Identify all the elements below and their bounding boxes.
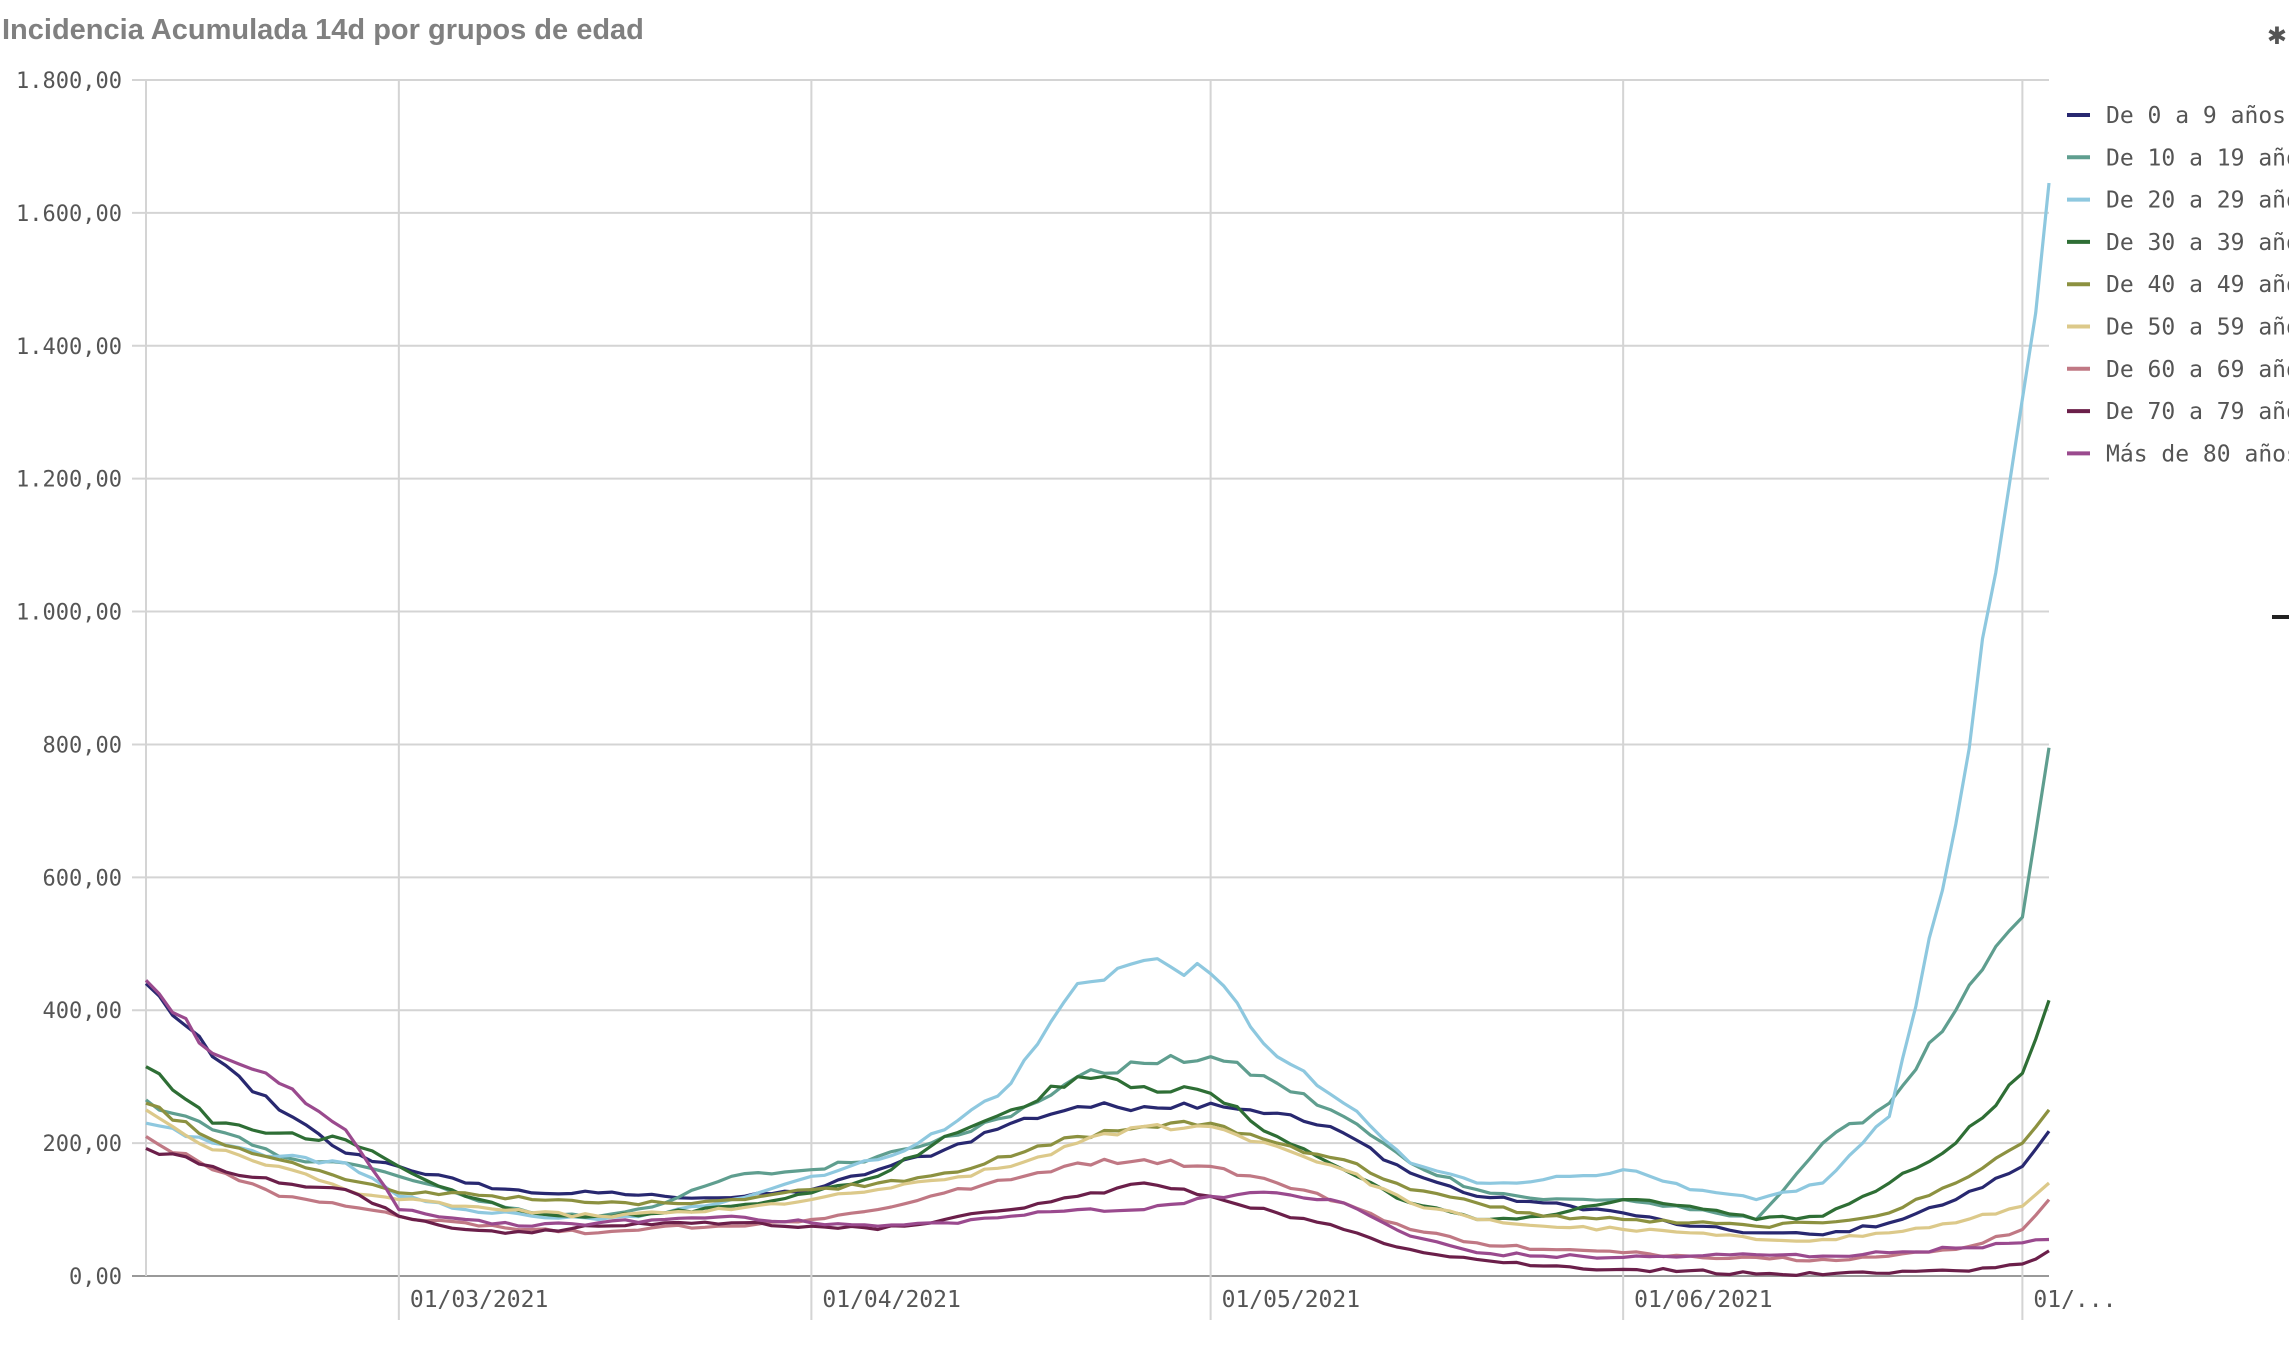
y-tick-label: 1.000,00 <box>16 601 122 626</box>
legend-label[interactable]: De 10 a 19 años <box>2106 145 2289 171</box>
series-line[interactable] <box>145 1135 2051 1263</box>
legend-label[interactable]: Más de 80 años <box>2106 441 2289 467</box>
series-line[interactable] <box>145 999 2051 1222</box>
legend-label[interactable]: De 60 a 69 años <box>2106 357 2289 383</box>
y-tick-label: 400,00 <box>43 999 122 1024</box>
chart-title: Incidencia Acumulada 14d por grupos de e… <box>2 14 644 46</box>
x-tick-label: 01/05/2021 <box>1222 1287 1360 1313</box>
grid-lines <box>132 79 2049 1320</box>
series-line[interactable] <box>145 1108 2051 1243</box>
series-line[interactable] <box>144 982 2051 1237</box>
resize-handle[interactable] <box>2272 615 2289 619</box>
x-tick-label: 01/04/2021 <box>822 1287 960 1313</box>
series-line[interactable] <box>145 1146 2050 1277</box>
y-tick-label: 1.800,00 <box>16 69 122 94</box>
x-tick-label: 01/... <box>2033 1287 2116 1313</box>
legend-label[interactable]: De 0 a 9 años <box>2106 103 2286 129</box>
legend-label[interactable]: De 20 a 29 años <box>2106 188 2289 214</box>
series-line[interactable] <box>145 182 2051 1222</box>
x-axis-ticks: 01/03/2021 01/04/2021 01/05/2021 01/06/2021… <box>410 1287 2117 1313</box>
y-tick-label: 600,00 <box>43 866 122 891</box>
series-line[interactable] <box>144 979 2050 1260</box>
x-tick-label: 01/03/2021 <box>410 1287 548 1313</box>
y-tick-label: 1.600,00 <box>16 202 122 227</box>
series-lines <box>144 182 2051 1277</box>
y-tick-label: 1.200,00 <box>16 468 122 493</box>
y-tick-label: 200,00 <box>43 1132 122 1157</box>
x-tick-label: 01/06/2021 <box>1634 1287 1772 1313</box>
y-tick-label: 1.400,00 <box>16 335 122 360</box>
legend-label[interactable]: De 70 a 79 años <box>2106 399 2289 425</box>
legend-label[interactable]: De 40 a 49 años <box>2106 272 2289 298</box>
series-line[interactable] <box>145 747 2051 1222</box>
y-axis-ticks: 0,00 200,00 400,00 600,00 800,00 1.000,00 1.20… <box>16 69 122 1290</box>
y-tick-label: 0,00 <box>69 1265 122 1290</box>
pin-icon[interactable]: ✱ <box>2266 22 2287 50</box>
y-tick-label: 800,00 <box>43 733 122 758</box>
legend-label[interactable]: De 30 a 39 años <box>2106 230 2289 256</box>
legend-label[interactable]: De 50 a 59 años <box>2106 315 2289 341</box>
legend: De 0 a 9 años De 10 a 19 años De 20 a 29 a… <box>2067 103 2289 467</box>
